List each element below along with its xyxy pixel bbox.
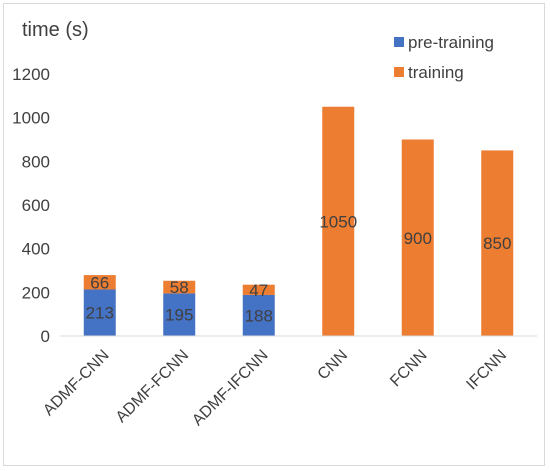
bar-training-ADMF-IFCNN bbox=[242, 284, 275, 295]
x-tick-group-ADMF-IFCNN: ADMF-IFCNN bbox=[189, 347, 271, 429]
y-tick-label-600: 600 bbox=[22, 196, 50, 215]
bar-training-CNN bbox=[322, 106, 355, 336]
bar-training-IFCNN bbox=[481, 150, 514, 336]
data-labels: 213 66 195 58 188 47 1050 900 850 bbox=[86, 212, 512, 325]
data-label-training-ADMF-CNN: 66 bbox=[90, 273, 109, 292]
legend-label-pre-training: pre-training bbox=[408, 33, 494, 52]
bars bbox=[83, 106, 514, 336]
y-tick-label-200: 200 bbox=[22, 283, 50, 302]
x-tick-group-ADMF-FCNN: ADMF-FCNN bbox=[113, 347, 192, 426]
y-tick-label-800: 800 bbox=[22, 152, 50, 171]
x-tick-group-FCNN: FCNN bbox=[387, 347, 430, 390]
x-tick-group-ADMF-CNN: ADMF-CNN bbox=[40, 347, 112, 419]
x-tick-label-ADMF-FCNN: ADMF-FCNN bbox=[113, 347, 192, 426]
bar-training-FCNN bbox=[401, 139, 434, 336]
x-tick-label-ADMF-CNN: ADMF-CNN bbox=[40, 347, 112, 419]
legend-swatch-training bbox=[394, 67, 404, 77]
y-axis: 0 200 400 600 800 1000 1200 bbox=[12, 65, 50, 346]
x-tick-group-CNN: CNN bbox=[315, 347, 352, 384]
bar-pre-training-ADMF-CNN bbox=[83, 289, 116, 336]
legend-label-training: training bbox=[408, 63, 464, 82]
legend-swatch-pre-training bbox=[394, 37, 404, 47]
data-label-pre-training-ADMF-IFCNN: 188 bbox=[245, 306, 273, 325]
chart-frame bbox=[3, 3, 545, 466]
bar-pre-training-ADMF-IFCNN bbox=[242, 294, 275, 336]
data-label-training-ADMF-FCNN: 58 bbox=[170, 278, 189, 297]
data-label-training-CNN: 1050 bbox=[319, 212, 357, 231]
y-tick-label-0: 0 bbox=[41, 327, 50, 346]
data-label-training-ADMF-IFCNN: 47 bbox=[249, 281, 268, 300]
y-tick-label-400: 400 bbox=[22, 240, 50, 259]
x-tick-group-IFCNN: IFCNN bbox=[463, 347, 510, 394]
bar-training-ADMF-CNN bbox=[83, 275, 116, 290]
y-axis-title: time (s) bbox=[22, 19, 89, 41]
y-tick-label-1000: 1000 bbox=[12, 109, 50, 128]
data-label-training-FCNN: 900 bbox=[404, 229, 432, 248]
legend: pre-training training bbox=[394, 33, 494, 82]
bar-training-ADMF-FCNN bbox=[163, 280, 196, 294]
x-tick-label-ADMF-IFCNN: ADMF-IFCNN bbox=[189, 347, 271, 429]
x-tick-label-IFCNN: IFCNN bbox=[463, 347, 510, 394]
x-tick-label-CNN: CNN bbox=[315, 347, 352, 384]
x-tick-label-FCNN: FCNN bbox=[387, 347, 430, 390]
data-label-pre-training-ADMF-CNN: 213 bbox=[86, 304, 114, 323]
data-label-pre-training-ADMF-FCNN: 195 bbox=[165, 306, 193, 325]
y-tick-label-1200: 1200 bbox=[12, 65, 50, 84]
data-label-training-IFCNN: 850 bbox=[483, 234, 511, 253]
bar-pre-training-ADMF-FCNN bbox=[163, 293, 196, 336]
